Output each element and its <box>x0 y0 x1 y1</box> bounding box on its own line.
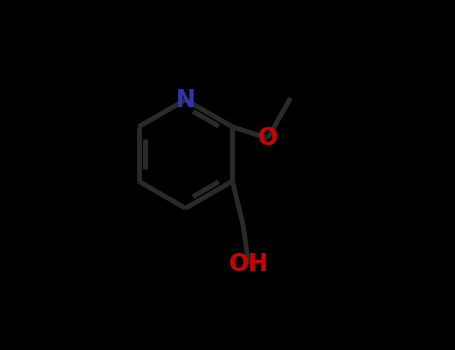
Text: OH: OH <box>228 252 268 276</box>
Text: O: O <box>258 126 278 150</box>
Text: N: N <box>176 88 195 112</box>
